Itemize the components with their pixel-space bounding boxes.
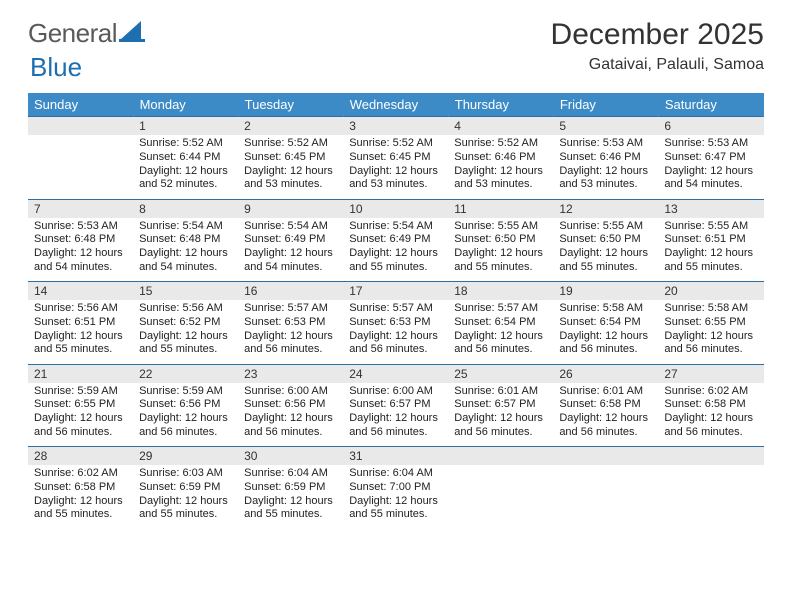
day-body-cell: Sunrise: 6:04 AMSunset: 6:59 PMDaylight:…: [238, 465, 343, 529]
content-row: Sunrise: 6:02 AMSunset: 6:58 PMDaylight:…: [28, 465, 764, 529]
daynum-row: 78910111213: [28, 199, 764, 218]
weekday-mon: Monday: [133, 93, 238, 117]
day-number-cell: [658, 447, 763, 466]
day-body-cell: Sunrise: 5:52 AMSunset: 6:45 PMDaylight:…: [238, 135, 343, 199]
weekday-thu: Thursday: [448, 93, 553, 117]
day-number-cell: 2: [238, 117, 343, 136]
day-body-cell: Sunrise: 5:55 AMSunset: 6:50 PMDaylight:…: [553, 218, 658, 282]
day-body-cell: [553, 465, 658, 529]
day-number-cell: 9: [238, 199, 343, 218]
day-number-cell: 19: [553, 282, 658, 301]
day-number-cell: 4: [448, 117, 553, 136]
sail-icon: [119, 19, 147, 48]
day-body-cell: Sunrise: 5:57 AMSunset: 6:53 PMDaylight:…: [343, 300, 448, 364]
day-number-cell: [448, 447, 553, 466]
day-number-cell: 14: [28, 282, 133, 301]
day-body-cell: Sunrise: 5:56 AMSunset: 6:52 PMDaylight:…: [133, 300, 238, 364]
day-body-cell: Sunrise: 5:52 AMSunset: 6:45 PMDaylight:…: [343, 135, 448, 199]
content-row: Sunrise: 5:53 AMSunset: 6:48 PMDaylight:…: [28, 218, 764, 282]
weekday-tue: Tuesday: [238, 93, 343, 117]
day-number-cell: 30: [238, 447, 343, 466]
day-number-cell: [28, 117, 133, 136]
day-body-cell: [28, 135, 133, 199]
day-body-cell: Sunrise: 5:54 AMSunset: 6:48 PMDaylight:…: [133, 218, 238, 282]
day-number-cell: 8: [133, 199, 238, 218]
daynum-row: 14151617181920: [28, 282, 764, 301]
day-number-cell: 6: [658, 117, 763, 136]
weekday-sat: Saturday: [658, 93, 763, 117]
day-body-cell: Sunrise: 5:58 AMSunset: 6:55 PMDaylight:…: [658, 300, 763, 364]
day-body-cell: Sunrise: 5:58 AMSunset: 6:54 PMDaylight:…: [553, 300, 658, 364]
day-body-cell: Sunrise: 5:55 AMSunset: 6:50 PMDaylight:…: [448, 218, 553, 282]
day-body-cell: Sunrise: 6:02 AMSunset: 6:58 PMDaylight:…: [658, 383, 763, 447]
day-body-cell: Sunrise: 5:52 AMSunset: 6:44 PMDaylight:…: [133, 135, 238, 199]
day-number-cell: 7: [28, 199, 133, 218]
daynum-row: 123456: [28, 117, 764, 136]
weekday-sun: Sunday: [28, 93, 133, 117]
day-number-cell: 29: [133, 447, 238, 466]
content-row: Sunrise: 5:52 AMSunset: 6:44 PMDaylight:…: [28, 135, 764, 199]
day-body-cell: Sunrise: 5:59 AMSunset: 6:56 PMDaylight:…: [133, 383, 238, 447]
day-number-cell: 16: [238, 282, 343, 301]
day-number-cell: [553, 447, 658, 466]
daynum-row: 21222324252627: [28, 364, 764, 383]
day-number-cell: 5: [553, 117, 658, 136]
day-number-cell: 17: [343, 282, 448, 301]
calendar-page: General December 2025 Gataivai, Palauli,…: [0, 0, 792, 539]
day-body-cell: Sunrise: 6:01 AMSunset: 6:57 PMDaylight:…: [448, 383, 553, 447]
day-number-cell: 3: [343, 117, 448, 136]
day-body-cell: Sunrise: 5:53 AMSunset: 6:46 PMDaylight:…: [553, 135, 658, 199]
day-number-cell: 12: [553, 199, 658, 218]
day-number-cell: 24: [343, 364, 448, 383]
day-body-cell: Sunrise: 5:54 AMSunset: 6:49 PMDaylight:…: [238, 218, 343, 282]
day-body-cell: Sunrise: 5:57 AMSunset: 6:54 PMDaylight:…: [448, 300, 553, 364]
day-body-cell: [448, 465, 553, 529]
day-body-cell: Sunrise: 5:57 AMSunset: 6:53 PMDaylight:…: [238, 300, 343, 364]
day-body-cell: Sunrise: 5:54 AMSunset: 6:49 PMDaylight:…: [343, 218, 448, 282]
month-title: December 2025: [551, 18, 764, 52]
brand-word-1: General: [28, 18, 117, 49]
day-body-cell: Sunrise: 5:59 AMSunset: 6:55 PMDaylight:…: [28, 383, 133, 447]
day-number-cell: 15: [133, 282, 238, 301]
day-body-cell: Sunrise: 6:02 AMSunset: 6:58 PMDaylight:…: [28, 465, 133, 529]
day-number-cell: 23: [238, 364, 343, 383]
day-number-cell: 18: [448, 282, 553, 301]
day-number-cell: 20: [658, 282, 763, 301]
day-number-cell: 31: [343, 447, 448, 466]
content-row: Sunrise: 5:56 AMSunset: 6:51 PMDaylight:…: [28, 300, 764, 364]
day-body-cell: Sunrise: 5:55 AMSunset: 6:51 PMDaylight:…: [658, 218, 763, 282]
brand-logo: General: [28, 18, 149, 49]
daynum-row: 28293031: [28, 447, 764, 466]
day-number-cell: 21: [28, 364, 133, 383]
day-body-cell: Sunrise: 6:00 AMSunset: 6:56 PMDaylight:…: [238, 383, 343, 447]
day-body-cell: Sunrise: 5:53 AMSunset: 6:47 PMDaylight:…: [658, 135, 763, 199]
day-body-cell: Sunrise: 6:03 AMSunset: 6:59 PMDaylight:…: [133, 465, 238, 529]
day-body-cell: Sunrise: 6:00 AMSunset: 6:57 PMDaylight:…: [343, 383, 448, 447]
day-number-cell: 26: [553, 364, 658, 383]
day-body-cell: Sunrise: 6:01 AMSunset: 6:58 PMDaylight:…: [553, 383, 658, 447]
day-body-cell: [658, 465, 763, 529]
day-body-cell: Sunrise: 6:04 AMSunset: 7:00 PMDaylight:…: [343, 465, 448, 529]
day-number-cell: 1: [133, 117, 238, 136]
day-number-cell: 13: [658, 199, 763, 218]
day-number-cell: 28: [28, 447, 133, 466]
day-number-cell: 10: [343, 199, 448, 218]
calendar-table: Sunday Monday Tuesday Wednesday Thursday…: [28, 93, 764, 529]
day-number-cell: 27: [658, 364, 763, 383]
day-number-cell: 25: [448, 364, 553, 383]
brand-word-2: Blue: [30, 52, 82, 82]
weekday-wed: Wednesday: [343, 93, 448, 117]
weekday-fri: Friday: [553, 93, 658, 117]
calendar-body: 123456 Sunrise: 5:52 AMSunset: 6:44 PMDa…: [28, 117, 764, 530]
location-text: Gataivai, Palauli, Samoa: [551, 56, 764, 74]
day-body-cell: Sunrise: 5:56 AMSunset: 6:51 PMDaylight:…: [28, 300, 133, 364]
day-number-cell: 22: [133, 364, 238, 383]
day-number-cell: 11: [448, 199, 553, 218]
title-block: December 2025 Gataivai, Palauli, Samoa: [551, 18, 764, 74]
day-body-cell: Sunrise: 5:53 AMSunset: 6:48 PMDaylight:…: [28, 218, 133, 282]
day-body-cell: Sunrise: 5:52 AMSunset: 6:46 PMDaylight:…: [448, 135, 553, 199]
weekday-header-row: Sunday Monday Tuesday Wednesday Thursday…: [28, 93, 764, 117]
content-row: Sunrise: 5:59 AMSunset: 6:55 PMDaylight:…: [28, 383, 764, 447]
